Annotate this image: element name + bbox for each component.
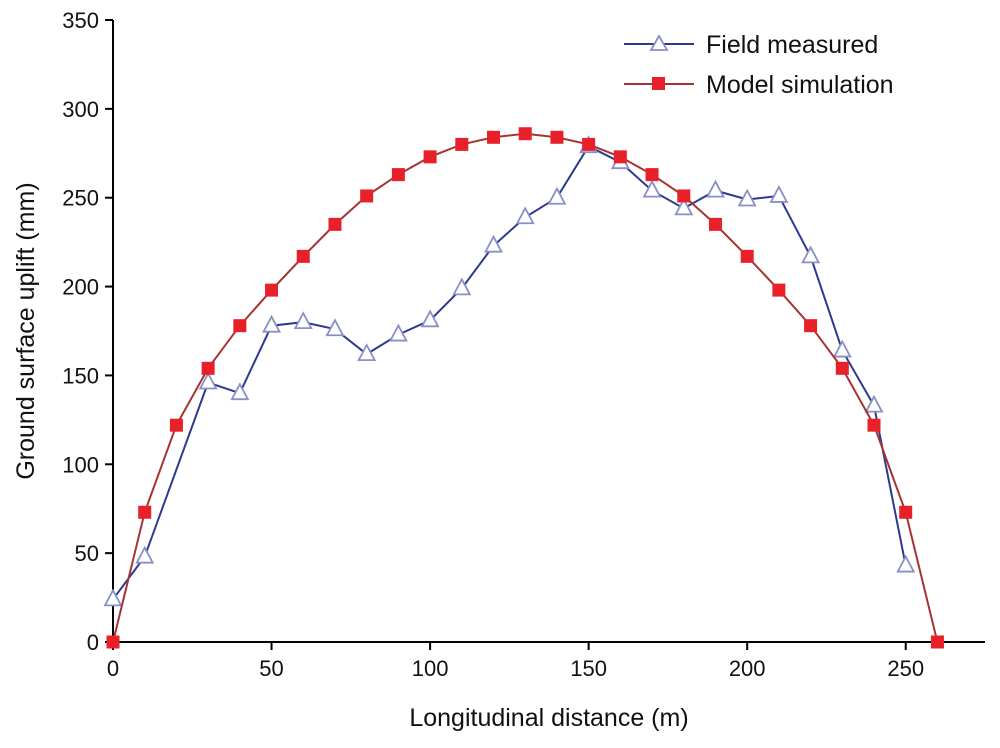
data-point-model-simulation	[423, 150, 437, 164]
data-point-field-measured	[484, 234, 504, 253]
data-point-model-simulation	[138, 505, 152, 519]
y-tick-label: 300	[62, 97, 99, 122]
x-axis-title: Longitudinal distance (m)	[409, 704, 688, 732]
legend-label-model-simulation: Model simulation	[706, 71, 894, 99]
data-point-model-simulation	[930, 635, 944, 649]
data-point-field-measured	[515, 206, 535, 225]
data-point-model-simulation	[296, 249, 310, 263]
data-point-model-simulation	[613, 150, 627, 164]
data-point-model-simulation	[455, 137, 469, 151]
ticks: 0 50 100 150 200 250 0 50 100 150 200 250 300 350	[62, 8, 924, 681]
data-point-model-simulation	[169, 418, 183, 432]
y-tick-label: 100	[62, 452, 99, 477]
data-point-model-simulation	[740, 249, 754, 263]
data-point-field-measured	[769, 185, 789, 203]
data-point-field-measured	[705, 179, 725, 198]
x-tick-label: 50	[259, 656, 283, 681]
y-axis-title: Ground surface uplift (mm)	[12, 182, 40, 479]
data-point-model-simulation	[487, 130, 501, 144]
y-tick-label: 350	[62, 8, 99, 33]
data-point-field-measured	[864, 394, 884, 413]
data-point-model-simulation	[265, 283, 279, 297]
legend-marker-field-measured	[649, 34, 669, 51]
data-point-field-measured	[420, 309, 440, 328]
data-point-field-measured	[230, 382, 250, 401]
data-point-field-measured	[547, 186, 567, 205]
data-point-field-measured	[642, 179, 662, 198]
data-point-model-simulation	[804, 319, 818, 333]
data-point-model-simulation	[582, 137, 596, 151]
data-point-field-measured	[293, 311, 313, 330]
data-point-field-measured	[801, 245, 821, 264]
data-point-model-simulation	[233, 319, 247, 333]
data-point-model-simulation	[328, 217, 342, 231]
data-point-field-measured	[198, 371, 218, 390]
y-tick-label: 0	[87, 630, 99, 655]
data-point-field-measured	[357, 343, 377, 362]
data-point-field-measured	[452, 277, 472, 296]
data-point-field-measured	[388, 323, 408, 342]
data-point-model-simulation	[708, 217, 722, 231]
data-point-model-simulation	[360, 189, 374, 203]
data-point-model-simulation	[835, 361, 849, 375]
data-point-model-simulation	[550, 130, 564, 144]
x-tick-label: 0	[107, 656, 119, 681]
axes	[112, 20, 985, 643]
legend: Field measured Model simulation	[624, 31, 894, 99]
data-point-model-simulation	[772, 283, 786, 297]
data-point-field-measured	[262, 314, 282, 333]
data-point-field-measured	[135, 545, 155, 564]
data-point-model-simulation	[899, 505, 913, 519]
series-layer	[103, 127, 944, 649]
series-field-measured	[103, 135, 916, 607]
data-point-model-simulation	[645, 168, 659, 182]
x-tick-label: 150	[570, 656, 607, 681]
x-tick-label: 250	[887, 656, 924, 681]
data-point-model-simulation	[867, 418, 881, 432]
data-point-model-simulation	[518, 127, 532, 141]
data-point-field-measured	[896, 554, 916, 573]
legend-marker-model-simulation	[652, 77, 665, 90]
y-tick-label: 200	[62, 275, 99, 300]
data-point-field-measured	[674, 197, 694, 216]
data-point-field-measured	[832, 339, 852, 358]
legend-label-field-measured: Field measured	[706, 31, 878, 59]
x-tick-label: 100	[412, 656, 449, 681]
data-point-model-simulation	[106, 635, 120, 649]
y-tick-label: 250	[62, 186, 99, 211]
series-line-field-measured	[112, 144, 907, 600]
data-point-model-simulation	[391, 168, 405, 182]
series-model-simulation	[106, 127, 944, 649]
data-point-field-measured	[737, 188, 757, 207]
data-point-model-simulation	[201, 361, 215, 375]
data-point-field-measured	[325, 318, 345, 337]
data-point-field-measured	[103, 588, 123, 607]
y-tick-label: 150	[62, 363, 99, 388]
y-tick-label: 50	[75, 541, 99, 566]
data-point-model-simulation	[677, 189, 691, 203]
x-tick-label: 200	[729, 656, 766, 681]
